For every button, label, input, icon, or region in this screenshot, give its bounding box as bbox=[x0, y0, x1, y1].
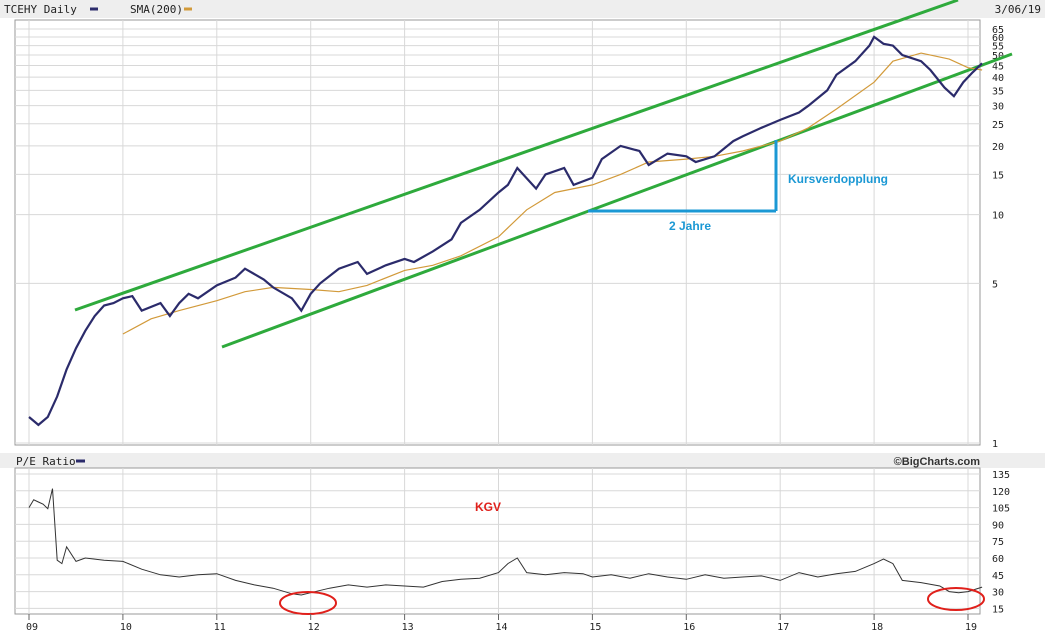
pe-ratio-line bbox=[28, 488, 983, 596]
kgv-label: KGV bbox=[475, 500, 501, 514]
price-y-tick-label: 35 bbox=[992, 86, 1004, 97]
sma-200-line bbox=[122, 52, 983, 335]
price-y-tick-label: 40 bbox=[992, 73, 1004, 84]
price-plot-frame bbox=[14, 19, 981, 446]
price-y-tick-label: 30 bbox=[992, 102, 1004, 113]
price-y-tick-label: 45 bbox=[992, 61, 1004, 72]
x-tick-label: 16 bbox=[683, 622, 695, 633]
x-axis: 09 10 11 12 13 14 15 16 17 18 19 bbox=[26, 614, 977, 633]
pe-y-tick-label: 15 bbox=[992, 604, 1004, 615]
lower-trend-channel-line bbox=[221, 52, 1013, 349]
pe-low-2019-marker bbox=[927, 587, 985, 611]
pe-low-2012-marker bbox=[279, 591, 337, 615]
lower-header-bar bbox=[0, 453, 1045, 468]
price-plot-grid bbox=[15, 20, 980, 445]
pe-plot-grid bbox=[15, 468, 980, 614]
price-y-tick-label: 25 bbox=[992, 120, 1004, 131]
upper-header-bar bbox=[0, 0, 1045, 18]
pe-y-tick-label: 75 bbox=[992, 537, 1004, 548]
doubling-label: Kursverdopplung bbox=[788, 172, 888, 186]
x-tick-label: 15 bbox=[589, 622, 601, 633]
pe-y-tick-label: 30 bbox=[992, 588, 1004, 599]
x-tick-label: 18 bbox=[871, 622, 883, 633]
price-y-tick-label: 55 bbox=[992, 42, 1004, 53]
x-tick-label: 13 bbox=[402, 622, 414, 633]
x-tick-label: 09 bbox=[26, 622, 38, 633]
price-y-tick-label: 20 bbox=[992, 142, 1004, 153]
x-tick-label: 11 bbox=[214, 622, 226, 633]
price-y-tick-label: 50 bbox=[992, 51, 1004, 62]
header-date: 3/06/19 bbox=[995, 3, 1041, 16]
x-tick-label: 12 bbox=[308, 622, 320, 633]
price-y-tick-label: 65 bbox=[992, 25, 1004, 36]
x-tick-label: 14 bbox=[495, 622, 507, 633]
symbol-label: TCEHY Daily bbox=[4, 3, 77, 16]
x-tick-label: 10 bbox=[120, 622, 132, 633]
pe-y-tick-label: 120 bbox=[992, 487, 1010, 498]
price-y-tick-label: 60 bbox=[992, 33, 1004, 44]
price-y-tick-label: 1 bbox=[992, 439, 998, 450]
pe-y-tick-label: 90 bbox=[992, 520, 1004, 531]
pe-y-tick-label: 105 bbox=[992, 504, 1010, 515]
credit-label: ©BigCharts.com bbox=[894, 456, 981, 468]
pe-y-tick-label: 60 bbox=[992, 554, 1004, 565]
price-line bbox=[28, 35, 983, 427]
price-y-tick-label: 10 bbox=[992, 211, 1004, 222]
upper-trend-channel-line bbox=[74, 0, 959, 312]
x-tick-label: 17 bbox=[777, 622, 789, 633]
price-y-tick-label: 15 bbox=[992, 170, 1004, 181]
price-y-tick-label: 5 bbox=[992, 279, 998, 290]
pe-y-tick-label: 45 bbox=[992, 571, 1004, 582]
pe-y-tick-label: 135 bbox=[992, 470, 1010, 481]
x-tick-label: 19 bbox=[965, 622, 977, 633]
sma-label: SMA(200) bbox=[130, 3, 183, 16]
two-years-label: 2 Jahre bbox=[669, 219, 711, 233]
pe-label: P/E Ratio bbox=[16, 455, 76, 468]
pe-y-axis: 15 30 45 60 75 90 105 120 135 bbox=[992, 470, 1010, 615]
